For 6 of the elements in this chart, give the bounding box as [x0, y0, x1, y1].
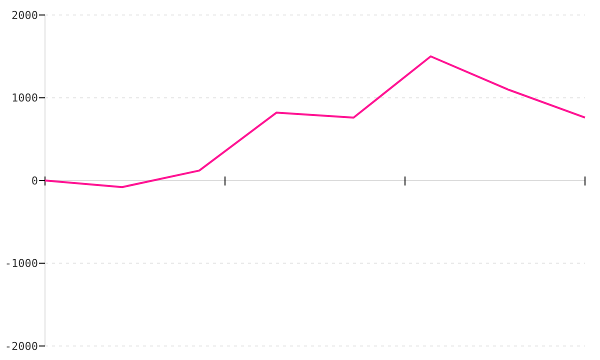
y-tick-label: 1000: [12, 92, 38, 105]
line-series: [44, 55, 586, 188]
y-tick-label: 2000: [12, 8, 38, 22]
y-tick-label: 0: [31, 174, 38, 188]
y-tick-label: -2000: [4, 340, 38, 353]
y-tick-label: -1000: [4, 257, 38, 270]
